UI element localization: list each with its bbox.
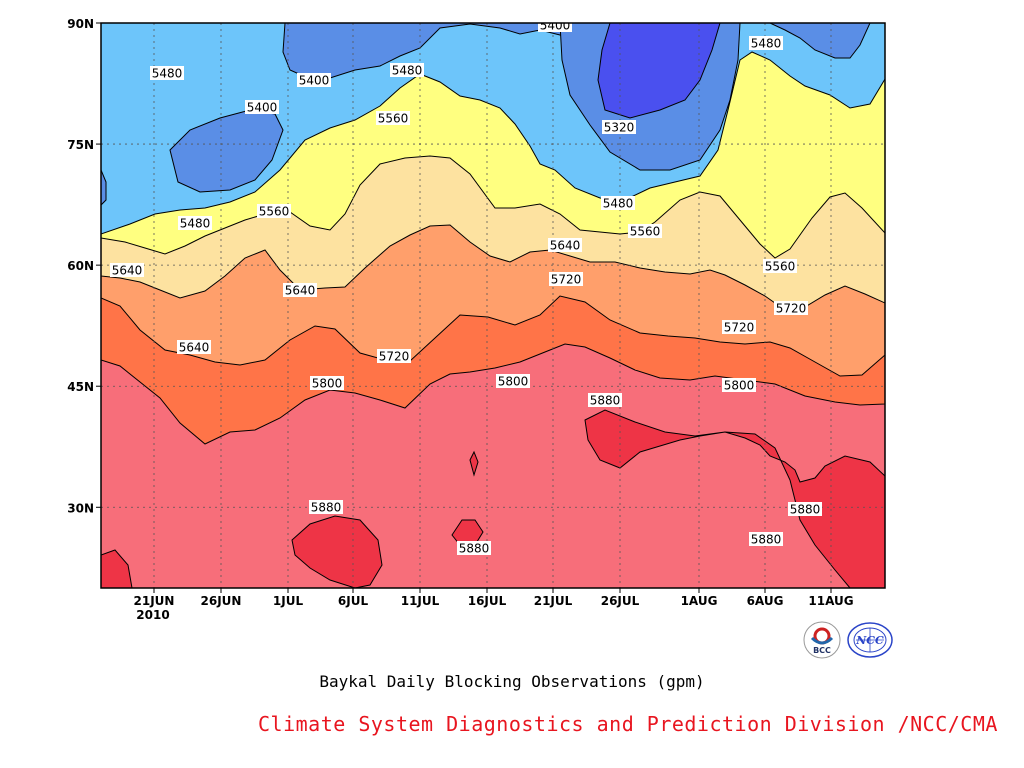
contour-label: 5560 xyxy=(259,205,290,219)
grid-lines xyxy=(101,23,885,588)
contour-label: 5880 xyxy=(459,542,490,556)
contour-label-box xyxy=(538,23,572,32)
contour-label: 5560 xyxy=(630,225,661,239)
contour-label: 5880 xyxy=(790,503,821,517)
contour-label: 5480 xyxy=(751,37,782,51)
contour-label: 5480 xyxy=(180,217,211,231)
contour-label-box xyxy=(150,66,184,80)
contour-label-box xyxy=(177,340,211,354)
contour-label: 5480 xyxy=(152,67,183,81)
contour-label: 5640 xyxy=(285,284,316,298)
x-tick-label: 26JUN xyxy=(201,594,242,608)
contour-label-box xyxy=(496,374,530,388)
contour-label: 5400 xyxy=(299,74,330,88)
contour-label-box xyxy=(722,320,756,334)
x-tick-label: 6JUL xyxy=(338,594,369,608)
y-tick-label: 60N xyxy=(67,259,94,273)
contour-label: 5720 xyxy=(724,321,755,335)
contour-label-box xyxy=(549,272,583,286)
contour-label: 5720 xyxy=(551,273,582,287)
x-tick-year-label: 2010 xyxy=(136,608,169,622)
contour-label-box xyxy=(774,301,808,315)
contour-label: 5640 xyxy=(112,264,143,278)
x-tick-label: 11AUG xyxy=(808,594,853,608)
contour-label-box xyxy=(763,259,797,273)
credit-line: Climate System Diagnostics and Predictio… xyxy=(258,712,998,736)
chart-title: Baykal Daily Blocking Observations (gpm) xyxy=(319,672,705,691)
contour-label: 5800 xyxy=(498,375,529,389)
y-tick-label: 75N xyxy=(67,138,94,152)
contour-label-box xyxy=(245,100,279,114)
contour-label-box xyxy=(178,216,212,230)
contour-label-box xyxy=(297,73,331,87)
contour-chart: 5480 5400 5480 5400 5560 5480 5560 5400 5320 5480… xyxy=(67,17,886,622)
band-gt5880-a xyxy=(584,409,885,588)
contour-label: 5560 xyxy=(765,260,796,274)
bcc-logo: BCC xyxy=(803,621,841,659)
band-5320-5400-e xyxy=(101,169,107,206)
contour-label-box xyxy=(376,111,410,125)
contour-label: 5880 xyxy=(590,394,621,408)
contour-label-box xyxy=(310,376,344,390)
x-tick-label: 1AUG xyxy=(681,594,718,608)
contour-label: 5480 xyxy=(603,197,634,211)
contour-label: 5800 xyxy=(312,377,343,391)
contour-label-box xyxy=(749,532,783,546)
contour-label-box xyxy=(749,36,783,50)
x-tick-label: 26JUL xyxy=(601,594,640,608)
y-tick-label: 90N xyxy=(67,17,94,31)
y-tick-label: 30N xyxy=(67,501,94,515)
contour-label-box xyxy=(722,378,756,392)
contour-label: 5880 xyxy=(311,501,342,515)
contour-label-box xyxy=(390,63,424,77)
contour-label: 5640 xyxy=(550,239,581,253)
plot-frame xyxy=(100,22,886,589)
ncc-logo-text: NCC xyxy=(855,634,884,647)
contour-label-box xyxy=(602,120,636,134)
band-gt5880-b xyxy=(291,515,383,588)
band-5320-5400-d xyxy=(169,109,284,193)
contour-label-box xyxy=(628,224,662,238)
contour-label: 5800 xyxy=(724,379,755,393)
contour-label-box xyxy=(377,349,411,363)
contour-label: 5720 xyxy=(776,302,807,316)
x-tick-label: 21JUN xyxy=(134,594,175,608)
y-tick-label: 45N xyxy=(67,380,94,394)
contour-label-box xyxy=(788,502,822,516)
contour-label-box xyxy=(283,283,317,297)
contour-label-box xyxy=(588,393,622,407)
contour-label: 5560 xyxy=(378,112,409,126)
band-lt5320 xyxy=(597,23,721,119)
contour-label: 5400 xyxy=(247,101,278,115)
band-gt5880-d xyxy=(101,549,133,588)
contour-label: 5720 xyxy=(379,350,410,364)
x-tick-label: 16JUL xyxy=(468,594,507,608)
contour-label-box xyxy=(257,204,291,218)
contour-label: 5320 xyxy=(604,121,635,135)
contour-label: 5400 xyxy=(540,19,571,33)
contour-label: 5640 xyxy=(179,341,210,355)
contour-labels: 5480 5400 5480 5400 5560 5480 5560 5400 5320 5480… xyxy=(110,19,822,556)
x-tick-label: 6AUG xyxy=(747,594,784,608)
x-tick-label: 1JUL xyxy=(273,594,304,608)
plot-area: 5480 5400 5480 5400 5560 5480 5560 5400 5320 5480… xyxy=(101,19,885,588)
x-tick-label: 21JUL xyxy=(534,594,573,608)
contour-label: 5880 xyxy=(751,533,782,547)
contour-label-box xyxy=(548,238,582,252)
contour-label-box xyxy=(601,196,635,210)
contour-label-box xyxy=(309,500,343,514)
bcc-logo-text: BCC xyxy=(813,646,831,655)
ncc-logo: NCC xyxy=(847,622,893,658)
contour-label-box xyxy=(110,263,144,277)
band-5320-5400-c xyxy=(769,23,871,59)
contour-label-box xyxy=(457,541,491,555)
x-tick-label: 11JUL xyxy=(401,594,440,608)
band-gt5880-e xyxy=(469,450,479,477)
contour-label: 5480 xyxy=(392,64,423,78)
